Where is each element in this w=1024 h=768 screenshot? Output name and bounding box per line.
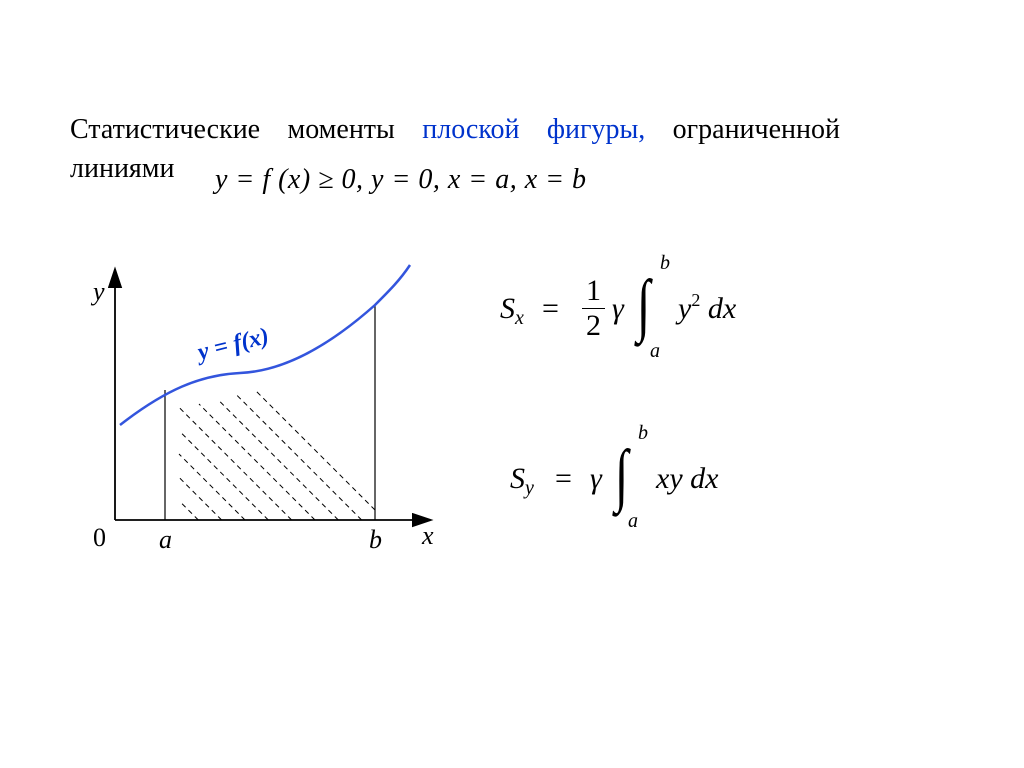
sx-dx: dx — [700, 292, 736, 325]
sy-sub: y — [525, 477, 534, 499]
svg-text:b: b — [369, 525, 382, 550]
svg-text:0: 0 — [93, 523, 106, 550]
sx-sup: 2 — [691, 290, 700, 310]
conditions-line: y = f (x) ≥ 0, y = 0, x = a, x = b — [215, 164, 587, 196]
graph-svg: y = f(x) y x 0 a b — [70, 260, 440, 550]
svg-text:x: x — [421, 521, 434, 550]
heading-p1: Статистические моменты — [70, 114, 422, 145]
graph-container: y = f(x) y x 0 a b — [70, 260, 440, 550]
formula-sx: Sx = 1 2 γ ∫ b a y2 dx — [500, 260, 830, 350]
sx-frac-den: 2 — [582, 308, 605, 343]
sx-S: S — [500, 292, 515, 325]
sy-S: S — [510, 462, 525, 495]
sy-eq: = — [555, 462, 572, 496]
heading-highlight: плоской фигуры, — [422, 114, 645, 145]
sx-eq: = — [542, 292, 559, 326]
sx-y: y — [678, 292, 691, 325]
sx-gamma: γ — [612, 292, 624, 326]
svg-text:a: a — [159, 525, 172, 550]
sx-frac: 1 2 — [582, 274, 605, 343]
sx-frac-num: 1 — [582, 274, 605, 308]
sy-gamma: γ — [590, 462, 602, 496]
sy-integrand: xy dx — [656, 462, 718, 496]
svg-text:y: y — [90, 277, 105, 306]
formulas-block: Sx = 1 2 γ ∫ b a y2 dx Sy = γ ∫ b a xy — [500, 260, 830, 600]
formula-sy: Sy = γ ∫ b a xy dx — [500, 430, 830, 520]
sx-sub: x — [515, 307, 524, 329]
sx-int-lower: a — [650, 340, 660, 363]
svg-text:y = f(x): y = f(x) — [192, 323, 271, 366]
sy-int-upper: b — [638, 422, 648, 445]
sx-int-upper: b — [660, 252, 670, 275]
sy-int-lower: a — [628, 510, 638, 533]
sx-integrand: y2 dx — [678, 292, 736, 326]
